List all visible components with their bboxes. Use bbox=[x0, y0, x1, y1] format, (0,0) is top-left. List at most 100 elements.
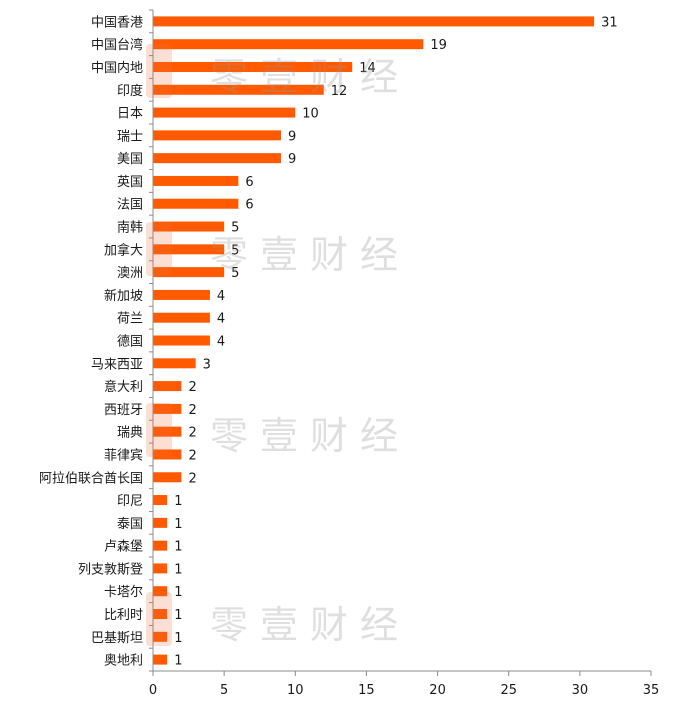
data-label: 1 bbox=[174, 540, 182, 555]
category-label: 西班牙 bbox=[104, 403, 143, 418]
data-label: 9 bbox=[288, 152, 296, 167]
category-label: 意大利 bbox=[104, 379, 143, 395]
data-label: 1 bbox=[174, 608, 182, 623]
axes-group bbox=[149, 9, 652, 676]
category-label: 美国 bbox=[117, 152, 143, 167]
data-label: 1 bbox=[174, 517, 182, 532]
data-label: 19 bbox=[430, 38, 447, 53]
bar bbox=[153, 449, 182, 460]
x-tick-label: 35 bbox=[643, 683, 660, 698]
data-label: 5 bbox=[231, 243, 239, 258]
bar bbox=[153, 631, 168, 642]
bar bbox=[153, 517, 168, 528]
bar bbox=[153, 39, 424, 50]
bar bbox=[153, 358, 196, 369]
category-label: 德国 bbox=[117, 335, 143, 350]
data-label: 2 bbox=[188, 471, 196, 486]
category-label: 法国 bbox=[117, 198, 143, 213]
category-label: 比利时 bbox=[104, 608, 143, 623]
x-tick-labels: 0 5 10 15 20 25 30 35 bbox=[149, 683, 659, 698]
category-label: 印度 bbox=[117, 83, 143, 99]
bar bbox=[153, 289, 210, 300]
data-label: 2 bbox=[188, 426, 196, 441]
category-label: 南韩 bbox=[117, 220, 143, 236]
category-label: 新加坡 bbox=[104, 288, 143, 304]
data-label: 6 bbox=[245, 198, 253, 213]
bars-group bbox=[153, 16, 595, 665]
category-label: 菲律宾 bbox=[104, 447, 143, 463]
bar bbox=[153, 403, 182, 414]
x-tick-label: 5 bbox=[220, 683, 228, 698]
category-label: 中国香港 bbox=[91, 15, 143, 30]
category-label: 瑞典 bbox=[117, 426, 143, 441]
bar bbox=[153, 16, 595, 27]
data-label: 14 bbox=[359, 61, 376, 76]
category-label: 泰国 bbox=[117, 517, 143, 532]
category-label: 阿拉伯联合酋长国 bbox=[39, 470, 143, 486]
x-tick-label: 30 bbox=[572, 683, 589, 698]
category-labels: 中国香港中国台湾中国内地印度日本瑞士美国英国法国南韩加拿大澳洲新加坡荷兰德国马来… bbox=[39, 15, 143, 668]
bar bbox=[153, 267, 225, 278]
category-label: 巴基斯坦 bbox=[91, 631, 143, 646]
bar bbox=[153, 563, 168, 574]
category-label: 卡塔尔 bbox=[104, 585, 143, 600]
data-label: 5 bbox=[231, 266, 239, 281]
data-label: 2 bbox=[188, 448, 196, 463]
x-tick-label: 20 bbox=[429, 683, 446, 698]
data-label: 4 bbox=[217, 335, 225, 350]
bar bbox=[153, 175, 239, 186]
category-label: 印尼 bbox=[117, 494, 143, 509]
x-tick-label: 15 bbox=[358, 683, 375, 698]
category-label: 澳洲 bbox=[117, 265, 143, 281]
bar bbox=[153, 381, 182, 392]
data-label: 9 bbox=[288, 129, 296, 144]
bar bbox=[153, 540, 168, 551]
x-tick-label: 0 bbox=[149, 683, 157, 698]
data-label: 4 bbox=[217, 289, 225, 304]
bar bbox=[153, 654, 168, 665]
data-label: 1 bbox=[174, 631, 182, 646]
bar bbox=[153, 335, 210, 346]
bar bbox=[153, 426, 182, 437]
bar bbox=[153, 495, 168, 506]
data-label: 2 bbox=[188, 403, 196, 418]
data-label: 1 bbox=[174, 585, 182, 600]
bar bbox=[153, 153, 282, 164]
bar bbox=[153, 221, 225, 232]
category-label: 奥地利 bbox=[104, 654, 143, 669]
category-label: 中国台湾 bbox=[91, 37, 143, 53]
bar bbox=[153, 61, 353, 72]
bar bbox=[153, 244, 225, 255]
data-label: 5 bbox=[231, 221, 239, 236]
bar bbox=[153, 312, 210, 323]
data-label: 6 bbox=[245, 175, 253, 190]
bar bbox=[153, 84, 324, 95]
category-label: 加拿大 bbox=[104, 242, 143, 258]
bar bbox=[153, 586, 168, 597]
bar bbox=[153, 198, 239, 209]
data-label: 3 bbox=[203, 357, 211, 372]
data-label: 1 bbox=[174, 494, 182, 509]
data-label: 1 bbox=[174, 562, 182, 577]
data-label: 2 bbox=[188, 380, 196, 395]
data-label: 10 bbox=[302, 107, 319, 122]
bar bbox=[153, 130, 282, 141]
data-label: 1 bbox=[174, 654, 182, 669]
x-tick-label: 25 bbox=[500, 683, 517, 698]
bar bbox=[153, 107, 296, 118]
data-label: 4 bbox=[217, 312, 225, 327]
bar bbox=[153, 472, 182, 483]
data-label: 31 bbox=[601, 15, 618, 30]
x-tick-label: 10 bbox=[287, 683, 304, 698]
category-label: 日本 bbox=[117, 107, 143, 122]
category-label: 瑞士 bbox=[117, 129, 143, 144]
category-label: 荷兰 bbox=[117, 312, 143, 327]
category-label: 英国 bbox=[117, 175, 143, 190]
data-label: 12 bbox=[331, 84, 348, 99]
category-label: 马来西亚 bbox=[91, 357, 143, 372]
bar bbox=[153, 609, 168, 620]
category-label: 列支敦斯登 bbox=[78, 561, 143, 577]
category-label: 卢森堡 bbox=[104, 539, 143, 555]
